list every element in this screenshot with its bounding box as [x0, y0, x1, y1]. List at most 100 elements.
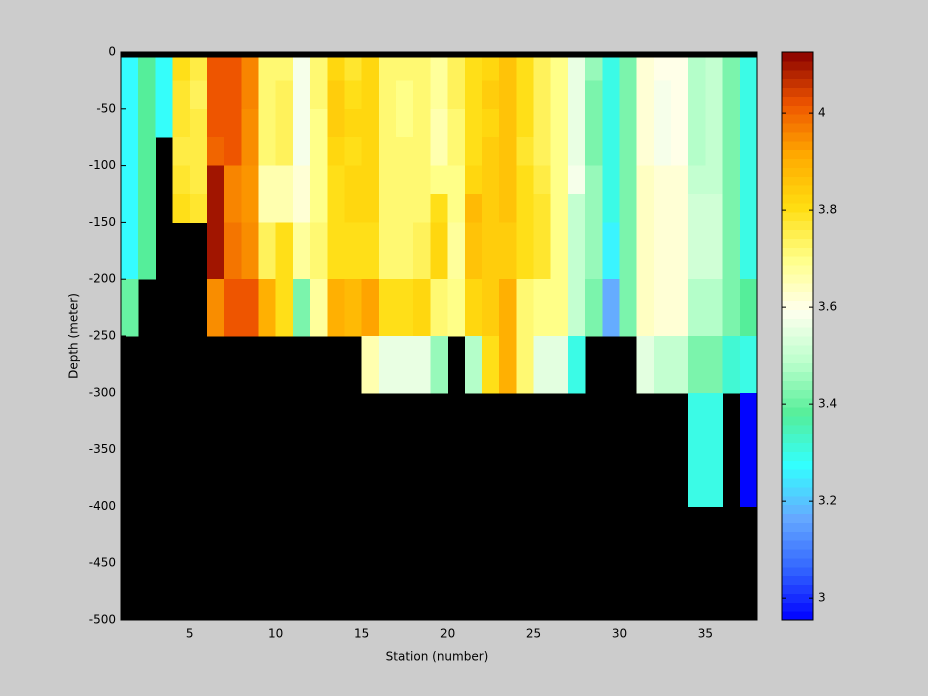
colorbar-swatch	[782, 247, 813, 257]
heatmap-cell	[499, 194, 517, 223]
heatmap-cell	[464, 250, 483, 280]
heatmap-cell	[172, 108, 191, 138]
heatmap-cell	[739, 194, 758, 223]
heatmap-cell	[585, 222, 603, 252]
heatmap-cell	[310, 250, 328, 280]
heatmap-cell	[602, 279, 620, 337]
heatmap-cell	[533, 108, 552, 138]
heatmap-cell	[481, 80, 500, 110]
heatmap-cell	[224, 250, 242, 280]
heatmap-cell	[550, 194, 569, 223]
heatmap-cell	[602, 222, 620, 252]
heatmap-cell	[275, 108, 294, 138]
colorbar-tick-label: 3.8	[818, 203, 837, 217]
heatmap-cell	[138, 57, 156, 81]
heatmap-cell	[413, 194, 431, 223]
heatmap-cell	[533, 336, 552, 394]
heatmap-cell	[138, 108, 156, 138]
heatmap-cell	[310, 137, 328, 167]
heatmap-cell	[464, 80, 483, 110]
heatmap-cell	[430, 194, 449, 223]
heatmap-cell	[241, 80, 260, 110]
heatmap-cell	[636, 222, 655, 252]
heatmap-cell	[155, 57, 174, 81]
colorbar-swatch	[782, 415, 813, 426]
colorbar-swatch	[782, 327, 813, 337]
heatmap-cell	[310, 222, 328, 252]
heatmap-cell	[327, 194, 345, 223]
heatmap-cell	[361, 57, 380, 81]
heatmap-cell	[653, 250, 672, 280]
heatmap-cell	[499, 165, 517, 195]
colorbar-swatch	[782, 593, 813, 603]
heatmap-cell	[361, 336, 380, 394]
heatmap-cell	[602, 194, 620, 223]
colorbar-swatch	[782, 167, 813, 177]
heatmap-cell	[671, 279, 689, 337]
heatmap-cell	[121, 222, 139, 252]
heatmap-cell	[172, 165, 191, 195]
colorbar-swatch	[782, 362, 813, 372]
heatmap-cell	[688, 449, 706, 507]
heatmap-cell	[172, 57, 191, 81]
heatmap-cell	[499, 279, 517, 337]
heatmap-cell	[258, 194, 277, 223]
heatmap-cell	[241, 165, 260, 195]
y-tick-label: -500	[89, 613, 116, 627]
heatmap-cell	[464, 336, 483, 394]
heatmap-cell	[705, 194, 724, 223]
colorbar-swatch	[782, 105, 813, 115]
heatmap-cell	[275, 165, 294, 195]
y-tick-label: -400	[89, 499, 116, 513]
colorbar-swatch	[782, 114, 813, 124]
heatmap-cell	[430, 279, 449, 337]
heatmap-cell	[739, 279, 758, 337]
heatmap-cell	[722, 336, 741, 394]
heatmap-cell	[275, 250, 294, 280]
colorbar-swatch	[782, 336, 813, 346]
heatmap-cell	[585, 165, 603, 195]
colorbar-swatch	[782, 486, 813, 497]
heatmap-cell	[722, 222, 741, 252]
x-tick-label: 35	[698, 627, 713, 641]
heatmap-cell	[602, 165, 620, 195]
heatmap-cell	[327, 108, 345, 138]
heatmap-cell	[344, 279, 363, 337]
colorbar-swatch	[782, 158, 813, 168]
heatmap-cell	[705, 57, 724, 81]
heatmap-cell	[550, 165, 569, 195]
colorbar-swatch	[782, 238, 813, 248]
colorbar-swatch	[782, 229, 813, 239]
colorbar-swatch	[782, 451, 813, 461]
heatmap-cell	[464, 194, 483, 223]
heatmap-cell	[688, 222, 706, 252]
heatmap-cell	[361, 108, 380, 138]
colorbar-swatch	[782, 78, 813, 88]
heatmap-cell	[378, 250, 397, 280]
heatmap-cell	[258, 57, 277, 81]
heatmap-cell	[671, 108, 689, 138]
heatmap-cell	[567, 336, 586, 394]
heatmap-cell	[121, 165, 139, 195]
heatmap-cell	[619, 108, 638, 138]
heatmap-cell	[361, 279, 380, 337]
heatmap-cell	[739, 392, 758, 451]
heatmap-cell	[481, 279, 500, 337]
heatmap-cell	[671, 165, 689, 195]
heatmap-cell	[636, 194, 655, 223]
heatmap-cell	[344, 108, 363, 138]
heatmap-cell	[378, 165, 397, 195]
x-tick-label: 25	[526, 627, 541, 641]
heatmap-cell	[722, 108, 741, 138]
heatmap-cell	[292, 137, 311, 167]
x-tick-label: 30	[612, 627, 627, 641]
heatmap-cell	[636, 108, 655, 138]
heatmap-cell	[430, 108, 449, 138]
heatmap-cell	[585, 194, 603, 223]
heatmap-cell	[310, 194, 328, 223]
colorbar-swatch	[782, 611, 813, 621]
heatmap-cell	[258, 222, 277, 252]
colorbar-swatch	[782, 149, 813, 159]
heatmap-cell	[206, 222, 225, 252]
heatmap-cell	[172, 194, 191, 223]
